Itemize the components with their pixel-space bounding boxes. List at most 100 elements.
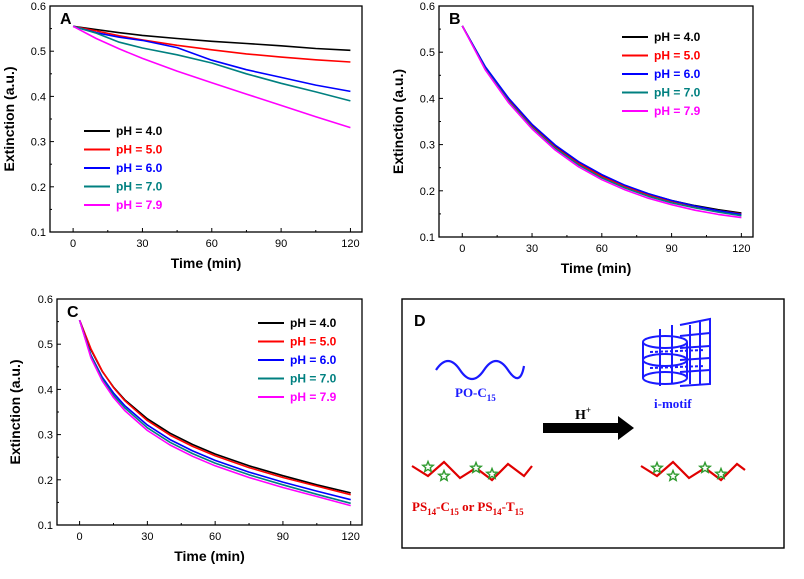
star-marker-icon [665, 468, 681, 482]
ps-star-markers-right [649, 460, 729, 482]
arrow-label: H+ [575, 405, 591, 423]
x-tick-label: 0 [77, 531, 83, 543]
ps-sub-b1: 14 [493, 507, 503, 517]
legend-entry: pH = 6.0 [290, 353, 337, 367]
y-tick-label: 0.2 [420, 186, 435, 198]
po-c15-label: PO-C15 [455, 385, 496, 403]
panel-letter-c: C [67, 304, 79, 321]
po-label-text: PO-C [455, 385, 487, 400]
y-tick-label: 0.5 [31, 46, 46, 58]
y-tick-label: 0.3 [38, 430, 53, 442]
po-c15-strand [435, 359, 526, 381]
ps-label: PS14-C15 or PS14-T15 [412, 499, 524, 517]
star-marker-icon [436, 468, 452, 482]
panel-d-schematic: D PO-C15 H+ i-motif [401, 298, 785, 549]
legend-entry: pH = 4.0 [654, 30, 701, 44]
ps-strand-right [640, 460, 746, 482]
legend-entry: pH = 7.0 [116, 180, 163, 194]
star-marker-icon [697, 460, 713, 474]
y-tick-label: 0.4 [38, 384, 53, 396]
star-marker-icon [713, 466, 729, 480]
x-tick-label: 0 [459, 243, 465, 255]
panel-letter-b: B [449, 11, 461, 28]
panel-letter-d: D [414, 313, 426, 330]
x-tick-label: 60 [206, 238, 218, 250]
legend-entry: pH = 7.9 [116, 198, 163, 212]
i-motif-structure-icon [642, 317, 711, 387]
y-tick-label: 0.1 [38, 520, 53, 532]
chart-panel-b: B 0 30 60 90 120 0.1 0.2 0.3 0.4 0.5 0.6 Time (min) E… [390, 1, 754, 276]
series-line-7.9 [72, 25, 351, 129]
series-line-6.0 [461, 25, 742, 216]
x-tick-label: 30 [141, 531, 153, 543]
arrow-right-icon [543, 416, 634, 440]
x-tick-label: 60 [596, 243, 608, 255]
legend-entry: pH = 6.0 [654, 67, 701, 81]
series-line-4.0 [72, 25, 351, 52]
y-tick-label: 0.6 [31, 1, 46, 13]
y-tick-label: 0.5 [420, 47, 435, 59]
y-tick-label: 0.4 [420, 93, 435, 105]
y-tick-label: 0.5 [38, 339, 53, 351]
arrow-label-sup: + [586, 405, 591, 415]
y-tick-label: 0.6 [420, 1, 435, 13]
x-axis-label: Time (min) [561, 260, 632, 276]
i-motif-label: i-motif [654, 396, 692, 411]
panel-d-frame [401, 298, 785, 549]
x-tick-label: 90 [277, 531, 289, 543]
y-tick-label: 0.2 [38, 475, 53, 487]
ps-star-markers-left [420, 459, 500, 482]
chart-panel-c: C 0 30 60 90 120 0.1 0.2 0.3 0.4 0.5 0.6 Time (min) E… [7, 294, 363, 564]
y-tick-label: 0.2 [31, 182, 46, 194]
ps-mid-b: -T [502, 499, 515, 514]
legend-entry: pH = 6.0 [116, 161, 163, 175]
x-tick-label: 90 [275, 238, 287, 250]
plot-frame [49, 5, 363, 233]
ps-label-a: PS [412, 499, 427, 514]
y-tick-label: 0.1 [420, 232, 435, 244]
po-label-sub: 15 [487, 393, 497, 403]
y-axis-label: Extinction (a.u.) [1, 67, 17, 172]
series-line-5.0 [72, 25, 351, 63]
x-tick-label: 120 [732, 243, 750, 255]
x-tick-label: 30 [526, 243, 538, 255]
legend-entry: pH = 7.9 [290, 390, 337, 404]
y-tick-label: 0.1 [31, 227, 46, 239]
series-line-5.0 [78, 319, 351, 496]
legend-entry: pH = 4.0 [290, 316, 337, 330]
legend-entry: pH = 7.0 [654, 86, 701, 100]
series-line-7.9 [461, 25, 742, 219]
plot-frame [438, 5, 754, 238]
legend-entry: pH = 4.0 [116, 124, 163, 138]
x-tick-label: 120 [341, 238, 359, 250]
legend-entry: pH = 7.0 [290, 372, 337, 386]
legend-entry: pH = 5.0 [290, 335, 337, 349]
arrow-label-h: H [575, 408, 586, 423]
series-line-6.0 [72, 25, 351, 93]
y-axis-label: Extinction (a.u.) [7, 360, 23, 465]
ps-sub-a1: 14 [427, 507, 437, 517]
x-tick-label: 120 [342, 531, 360, 543]
series-line-7.0 [461, 25, 742, 217]
star-marker-icon [468, 460, 484, 474]
x-tick-label: 90 [665, 243, 677, 255]
ps-or: or PS [459, 499, 493, 514]
ps-mid-a: -C [436, 499, 450, 514]
y-tick-label: 0.6 [38, 294, 53, 306]
x-tick-label: 60 [209, 531, 221, 543]
y-axis-label: Extinction (a.u.) [390, 69, 406, 174]
star-marker-icon [649, 460, 665, 474]
ps-sub-b2: 15 [515, 507, 525, 517]
y-tick-label: 0.3 [31, 137, 46, 149]
star-marker-icon [484, 466, 500, 480]
ps-sub-a2: 15 [450, 507, 460, 517]
x-tick-label: 30 [136, 238, 148, 250]
y-tick-label: 0.4 [31, 91, 46, 103]
panel-letter-a: A [60, 11, 72, 28]
x-axis-label: Time (min) [171, 255, 242, 271]
legend-entry: pH = 5.0 [116, 143, 163, 157]
series-line-7.0 [72, 25, 351, 102]
x-tick-label: 0 [70, 238, 76, 250]
x-axis-label: Time (min) [174, 548, 245, 564]
